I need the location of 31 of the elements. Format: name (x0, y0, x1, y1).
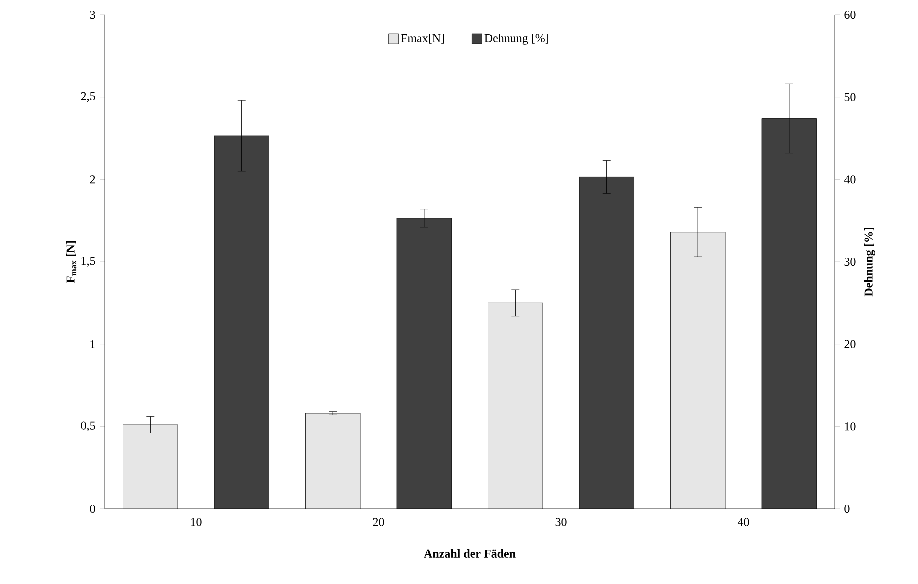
y2-tick-label: 40 (844, 176, 856, 184)
bar (397, 218, 452, 509)
x-tick-label: 40 (738, 518, 750, 526)
y-tick-label: 2 (90, 176, 96, 184)
legend-label: Fmax[N] (401, 34, 444, 44)
y-tick-label: 1 (90, 340, 96, 348)
x-axis-title: Anzahl der Fäden (424, 549, 516, 558)
y2-tick-label: 30 (844, 258, 856, 266)
bar (214, 136, 270, 509)
bar (670, 232, 726, 509)
y2-tick-label: 60 (844, 10, 856, 20)
y2-tick-label: 20 (844, 340, 856, 348)
y-tick-label: 3 (90, 10, 96, 20)
bar (488, 303, 544, 509)
y-tick-label: 0 (90, 504, 96, 514)
x-tick-label: 20 (373, 518, 384, 526)
y-tick-label: 0,5 (81, 422, 96, 432)
y-tick-label: 1,5 (82, 257, 96, 267)
x-tick-label: 30 (556, 518, 567, 526)
bar (123, 425, 178, 509)
y2-tick-label: 0 (844, 504, 850, 514)
y-axis-title: F$_{max}$ [N] (66, 241, 77, 284)
bar (580, 177, 634, 509)
legend-label: Dehnung [%] (484, 34, 548, 45)
y2-tick-label: 50 (844, 93, 856, 102)
x-tick-label: 10 (191, 518, 202, 526)
y2-axis-title: Dehnung [%] (864, 228, 876, 297)
y2-tick-label: 10 (845, 422, 856, 431)
bar (762, 118, 817, 509)
bar (306, 413, 361, 509)
y-tick-label: 2,5 (81, 92, 96, 102)
